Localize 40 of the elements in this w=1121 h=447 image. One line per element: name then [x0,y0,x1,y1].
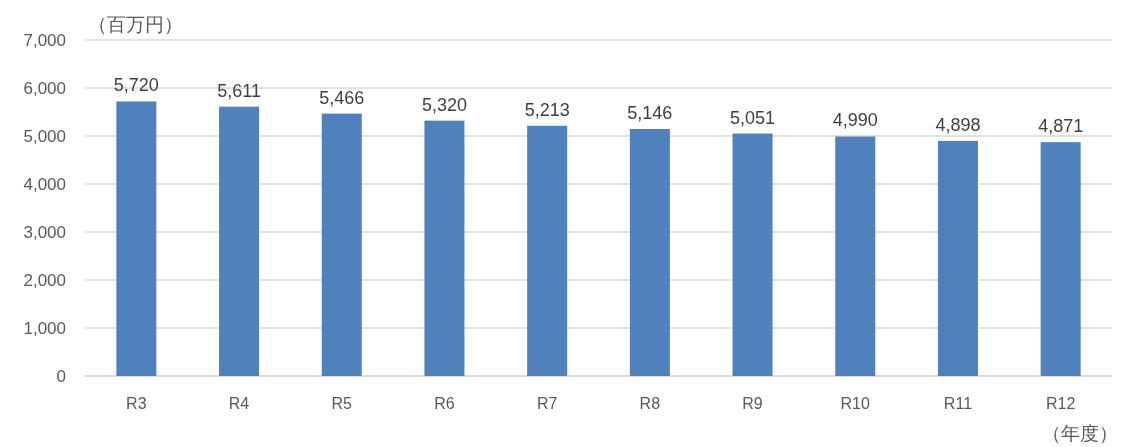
y-tick-label: 6,000 [23,79,66,98]
data-label: 5,466 [319,87,365,108]
y-axis-title: （百万円） [88,14,183,35]
data-label: 5,320 [421,94,467,115]
data-label: 4,990 [832,110,878,131]
x-tick-label: R8 [639,395,661,412]
data-label: 5,146 [627,102,673,123]
bar [527,125,568,376]
bar [321,113,362,376]
data-label: 4,898 [935,114,981,135]
x-tick-label: R6 [434,395,455,412]
y-tick-label: 7,000 [23,31,66,50]
x-tick-label: R5 [331,395,353,412]
x-axis-title: （年度） [1042,423,1118,444]
data-label: 5,720 [113,75,159,96]
data-label: 4,871 [1038,116,1084,137]
x-tick-label: R3 [126,395,147,412]
bar [732,133,773,376]
data-label: 5,611 [217,80,261,101]
bar [937,140,978,376]
bar [219,106,260,376]
bar [116,101,157,376]
bar [835,136,876,376]
x-tick-label: R12 [1045,395,1076,412]
bar [424,120,465,376]
x-tick-label: R10 [840,395,871,412]
x-tick-label: R4 [228,395,250,412]
x-tick-label: R11 [943,395,973,412]
bar [629,128,670,376]
data-label: 5,051 [730,107,776,128]
y-tick-label: 2,000 [23,271,66,290]
y-tick-label: 3,000 [23,223,66,242]
y-tick-label: 4,000 [23,175,66,194]
x-tick-label: R9 [742,395,763,412]
x-tick-label: R7 [536,395,558,412]
y-tick-label: 1,000 [23,319,66,338]
y-tick-label: 0 [56,367,66,386]
y-tick-label: 5,000 [23,127,66,146]
bar [1040,142,1081,376]
data-label: 5,213 [524,99,570,120]
